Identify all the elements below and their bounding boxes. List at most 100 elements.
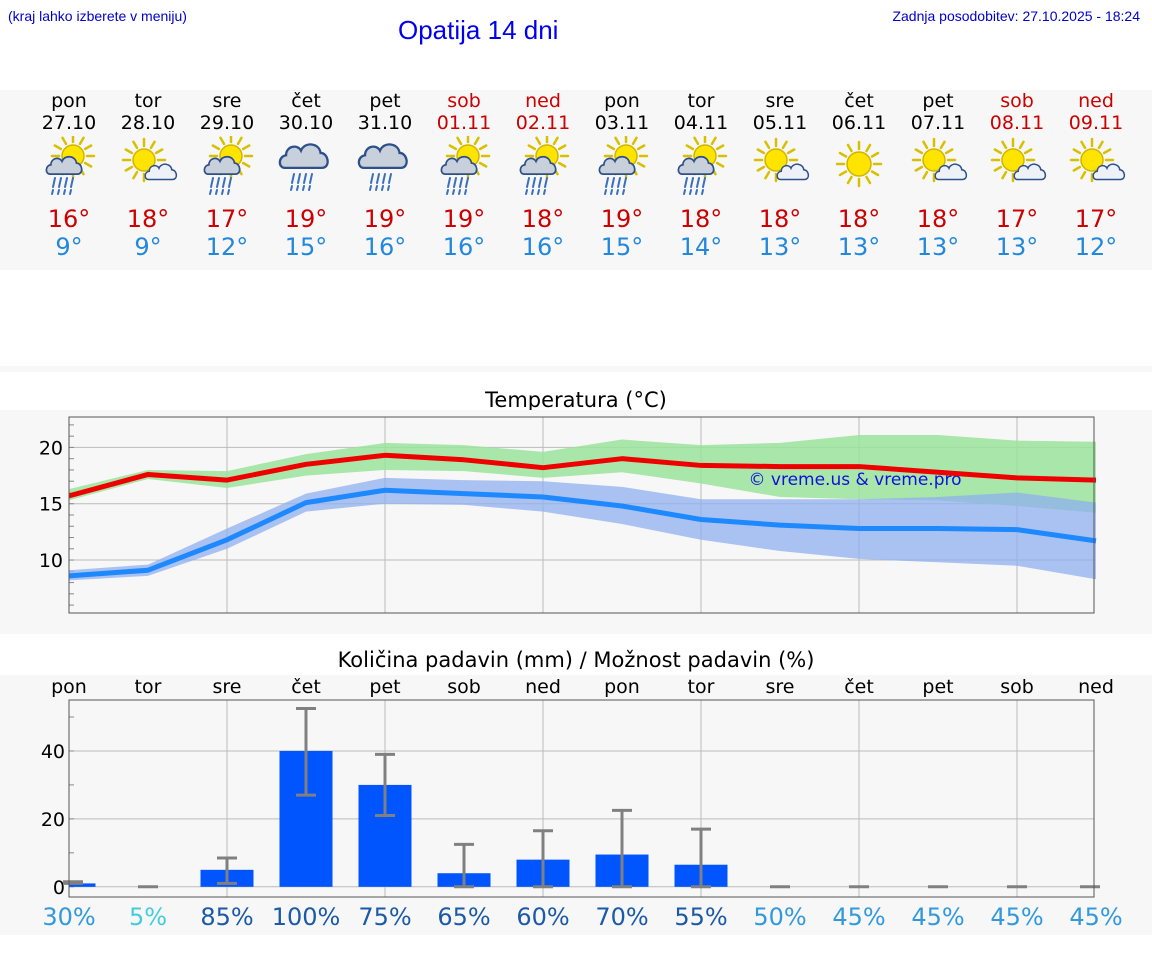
temp-max: 18° (521, 205, 565, 233)
temp-min: 15° (284, 233, 328, 261)
cloud-outline (1092, 163, 1126, 181)
temp-max: 18° (916, 205, 960, 233)
rain-drop (610, 189, 613, 195)
temp-min: 13° (995, 233, 1039, 261)
rain-drop (52, 177, 56, 188)
rain-drop (70, 177, 74, 188)
plot-area (69, 700, 1094, 897)
cloud-outline (934, 163, 968, 181)
sun-ray (693, 136, 700, 146)
x-category-label: sre (213, 676, 242, 698)
precip-chart-title: Količina padavin (mm) / Možnost padavin … (337, 648, 815, 672)
temp-max: 19° (284, 205, 328, 233)
rain-drop (387, 185, 390, 191)
temp-min: 12° (205, 233, 249, 261)
temp-max: 18° (837, 205, 881, 233)
cloud-shape (1092, 163, 1126, 181)
rain-drop (375, 185, 378, 191)
day-date: 31.10 (357, 112, 413, 134)
sun-ray (922, 170, 929, 180)
cloud-shape (144, 163, 178, 181)
cloud-outline (776, 163, 810, 181)
y-tick-label: 10 (39, 550, 63, 572)
day-name: pon (51, 90, 87, 112)
day-name: sob (1000, 90, 1034, 112)
rain-drop (290, 185, 293, 191)
sun-shape (835, 140, 883, 188)
day-column: pon 03.11 19° 15° (582, 90, 662, 261)
rain-drop (452, 189, 455, 195)
day-date: 06.11 (831, 112, 887, 134)
temp-max: 18° (758, 205, 802, 233)
sun-ray (241, 144, 251, 151)
cloud-outline (45, 155, 83, 175)
watermark: © vreme.us & vreme.pro (748, 470, 961, 490)
precip-probability: 55% (674, 903, 728, 931)
sun-ray (241, 161, 251, 168)
sun-ray (211, 144, 221, 151)
x-category-label: pon (604, 676, 640, 698)
rain-drop (303, 173, 307, 184)
sun-ray (557, 144, 567, 151)
rain-drop (221, 189, 224, 195)
day-column: ned 02.11 18° 16° (503, 90, 583, 261)
cloud-outline (278, 143, 329, 170)
sun-ray (636, 144, 646, 151)
x-category-label: sob (1000, 676, 1034, 698)
sun-disc (922, 148, 946, 172)
x-category-label: čet (844, 676, 874, 698)
rain-drop (453, 177, 457, 188)
sun-ray (557, 161, 567, 168)
precipitation-chart: 0 20 40 pon tor sre čet pet sob ned pon tor sre čet pe… (41, 676, 1114, 899)
cloud-outline (144, 163, 178, 181)
day-date: 09.11 (1068, 112, 1124, 134)
precip-probability: 50% (753, 903, 807, 931)
precip-probability: 30% (42, 903, 96, 931)
rain-drop (525, 189, 528, 195)
cloud-shape (1013, 163, 1047, 181)
sun-ray (456, 136, 463, 146)
day-date: 30.10 (278, 112, 334, 134)
rain-drop (382, 173, 386, 184)
precip-probability: 65% (437, 903, 491, 931)
day-name: čet (291, 90, 321, 112)
rain-drop (63, 189, 66, 195)
cloud-shape (934, 163, 968, 181)
sun-ray (838, 170, 848, 177)
sun-ray (473, 136, 480, 146)
rain-drop (216, 177, 220, 188)
sun-ray (1023, 148, 1033, 155)
rain-drop (458, 189, 461, 195)
rain-drop (297, 173, 301, 184)
sun-ray (478, 161, 488, 168)
rain-drop (291, 173, 295, 184)
sun-cloud-icon (753, 137, 810, 183)
sun-ray (448, 144, 458, 151)
min-temp-range-band (69, 477, 1096, 581)
rain-drops (446, 177, 469, 195)
rain-drops (290, 173, 313, 191)
rain-drop (617, 177, 621, 188)
y-tick-label: 15 (39, 494, 63, 516)
sun-ray (552, 136, 559, 146)
x-category-label: pon (51, 676, 87, 698)
sun-ray (870, 151, 880, 158)
day-name: sob (447, 90, 481, 112)
cloud-shape (677, 155, 715, 175)
sun-ray (781, 140, 788, 150)
rain-drop (296, 185, 299, 191)
sun-ray (993, 165, 1003, 172)
day-date: 05.11 (752, 112, 808, 134)
sun-ray (83, 144, 93, 151)
y-tick-label: 20 (39, 437, 63, 459)
rain-drop (388, 173, 392, 184)
rain-drops (683, 177, 706, 195)
sun-shape (753, 137, 799, 183)
rain-drop (376, 173, 380, 184)
max-temp-range-band (69, 435, 1096, 513)
day-column: sre 05.11 18° 13° (740, 90, 820, 261)
rain-drop (605, 177, 609, 188)
temp-min: 16° (521, 233, 565, 261)
sun-ray (838, 151, 848, 158)
precip-probability: 100% (271, 903, 341, 931)
